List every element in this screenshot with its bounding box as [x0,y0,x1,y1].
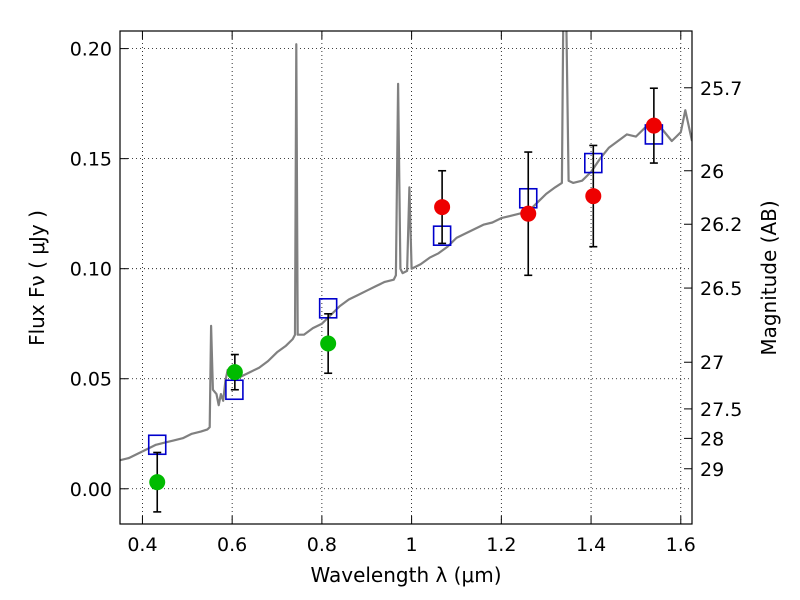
plot-frame [119,30,693,525]
green-point-2 [320,335,337,352]
y-tick-label-3: 0.15 [70,149,112,171]
green-point-0 [149,474,166,491]
observed-points [149,117,662,491]
red-point-1 [520,205,537,222]
x-tick-label-5: 1.4 [576,534,606,556]
green-point-1 [226,364,243,381]
y-tick-label-2: 0.10 [70,259,112,281]
spectrum-line [120,31,692,462]
y2-tick-label-3: 26.5 [700,278,742,300]
y2-tick-label-1: 26 [700,161,724,183]
red-point-0 [434,199,451,216]
plot-background [120,31,692,524]
y2-tick-label-6: 28 [700,428,724,450]
y-tick-label-0: 0.00 [70,479,112,501]
grid-lines [120,31,692,524]
y2-tick-label-5: 27.5 [700,399,742,421]
y-axis-ticks: 0.00 0.05 0.10 0.15 0.20 [70,39,128,501]
y-axis-label: Flux Fν ( μJy ) [25,210,49,346]
red-point-3 [645,117,662,134]
x-tick-label-3: 1 [406,534,418,556]
x-axis-ticks: 0.4 0.6 0.8 1 1.2 1.4 1.6 [127,31,696,556]
y2-axis-label: Magnitude (AB) [757,200,781,355]
x-tick-label-6: 1.6 [666,534,696,556]
x-axis-label: Wavelength λ (μm) [310,563,501,587]
y-tick-label-4: 0.20 [70,39,112,61]
y2-tick-label-2: 26.2 [700,214,742,236]
y-tick-label-1: 0.05 [70,369,112,391]
x-tick-label-1: 0.6 [217,534,247,556]
red-point-2 [585,188,602,205]
y2-tick-label-4: 27 [700,352,724,374]
y2-tick-label-0: 25.7 [700,78,742,100]
y2-axis-ticks: 25.7 26 26.2 26.5 27 27.5 28 29 [684,78,742,481]
x-tick-label-4: 1.2 [486,534,516,556]
x-tick-label-0: 0.4 [127,534,157,556]
x-tick-label-2: 0.8 [307,534,337,556]
y2-tick-label-7: 29 [700,459,724,481]
